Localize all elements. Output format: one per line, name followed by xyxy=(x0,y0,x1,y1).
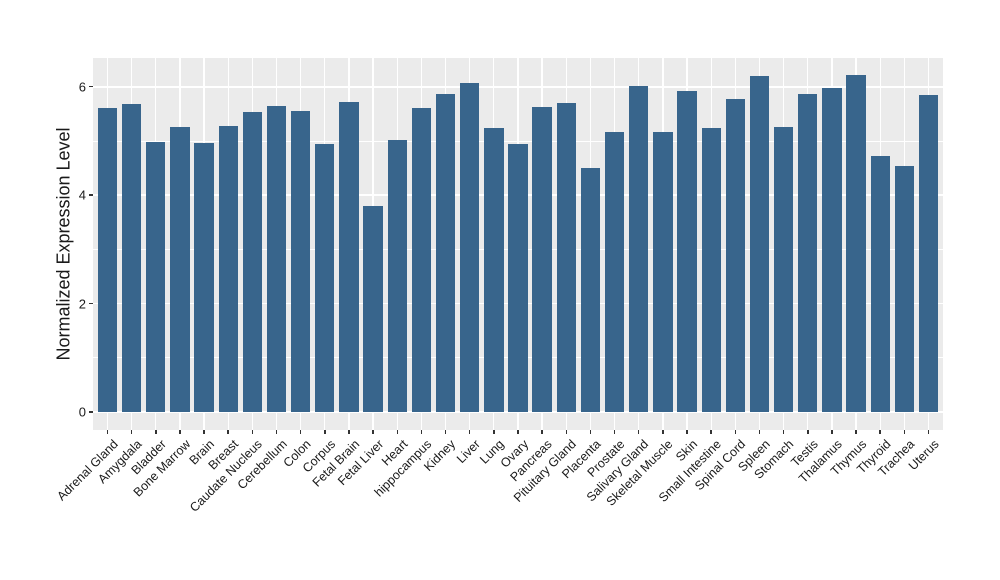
bar-amygdala xyxy=(121,104,142,413)
bar-spleen xyxy=(749,76,770,413)
bar-bladder xyxy=(146,141,166,413)
x-tick-mark xyxy=(565,430,568,434)
x-tick-mark xyxy=(927,430,930,434)
bar-trachea xyxy=(894,166,915,413)
x-tick-label: Liver xyxy=(453,437,483,467)
bar-brain xyxy=(194,142,214,413)
bar-corpus xyxy=(315,143,335,413)
y-tick-label: 6 xyxy=(78,79,86,95)
bar-fetal-brain xyxy=(339,101,359,413)
x-tick-mark xyxy=(493,430,495,434)
x-tick-mark xyxy=(372,430,374,434)
x-tick-mark xyxy=(855,430,857,434)
x-tick-mark xyxy=(155,430,157,434)
y-tick-mark xyxy=(89,411,93,413)
x-tick-mark xyxy=(420,430,423,434)
x-tick-mark xyxy=(903,430,906,434)
x-tick-mark xyxy=(396,430,398,434)
x-tick-mark xyxy=(758,430,761,434)
bar-heart xyxy=(387,140,407,413)
x-tick-mark xyxy=(710,430,712,434)
y-tick-mark xyxy=(89,85,93,88)
x-tick-mark xyxy=(251,430,254,434)
bar-bone-marrow xyxy=(170,126,190,413)
plot-panel xyxy=(93,58,943,430)
x-tick-mark xyxy=(275,430,278,434)
x-tick-mark xyxy=(299,430,302,434)
x-tick-mark xyxy=(613,430,616,434)
x-tick-mark xyxy=(662,430,664,434)
x-tick-mark xyxy=(106,430,109,434)
x-tick-mark xyxy=(324,430,326,434)
x-tick-mark xyxy=(686,430,688,434)
bar-stomach xyxy=(773,126,794,413)
bar-pancreas xyxy=(532,106,552,413)
bar-prostate xyxy=(604,132,625,413)
bar-liver xyxy=(460,82,480,413)
bar-uterus xyxy=(918,95,939,413)
x-tick-mark xyxy=(589,430,592,434)
bar-breast xyxy=(218,125,238,413)
bar-salivary-gland xyxy=(629,85,649,413)
bar-small-intestine xyxy=(701,127,721,413)
bar-skeletal-muscle xyxy=(653,132,673,413)
bar-testis xyxy=(798,93,818,413)
x-tick-mark xyxy=(541,430,543,434)
x-tick-mark xyxy=(348,430,350,434)
bar-pituitary-gland xyxy=(556,103,576,413)
x-tick-mark xyxy=(468,430,471,434)
y-axis-title: Normalized Expression Level xyxy=(53,127,74,361)
y-tick-label: 0 xyxy=(78,404,86,420)
x-tick-mark xyxy=(782,430,785,434)
bar-colon xyxy=(291,111,311,413)
bar-ovary xyxy=(508,143,528,413)
bar-lung xyxy=(484,127,504,413)
y-tick-label: 2 xyxy=(78,296,86,312)
x-tick-mark xyxy=(179,430,181,434)
x-tick-mark xyxy=(130,430,133,434)
bar-thyroid xyxy=(870,155,890,413)
bar-kidney xyxy=(435,93,456,413)
x-tick-mark xyxy=(203,430,205,434)
bar-spinal-cord xyxy=(725,98,745,413)
x-tick-mark xyxy=(831,430,833,434)
x-tick-mark xyxy=(517,430,519,434)
x-tick-mark xyxy=(227,430,229,434)
bar-placenta xyxy=(580,167,601,413)
y-tick-label: 4 xyxy=(78,187,86,203)
x-tick-mark xyxy=(879,430,881,434)
bar-fetal-liver xyxy=(363,206,383,413)
bar-thymus xyxy=(846,74,866,413)
x-tick-mark xyxy=(734,430,737,434)
bar-caudate-nucleus xyxy=(242,112,263,413)
y-tick-mark xyxy=(89,302,93,305)
bar-adrenal-gland xyxy=(97,107,118,413)
x-tick-mark xyxy=(637,430,640,434)
bar-hippocampus xyxy=(411,107,432,413)
bar-thalamus xyxy=(822,87,842,413)
bar-skin xyxy=(677,90,697,413)
x-tick-mark xyxy=(444,430,447,434)
bar-cerebellum xyxy=(266,105,287,413)
y-tick-mark xyxy=(89,194,93,196)
x-tick-mark xyxy=(807,430,809,434)
